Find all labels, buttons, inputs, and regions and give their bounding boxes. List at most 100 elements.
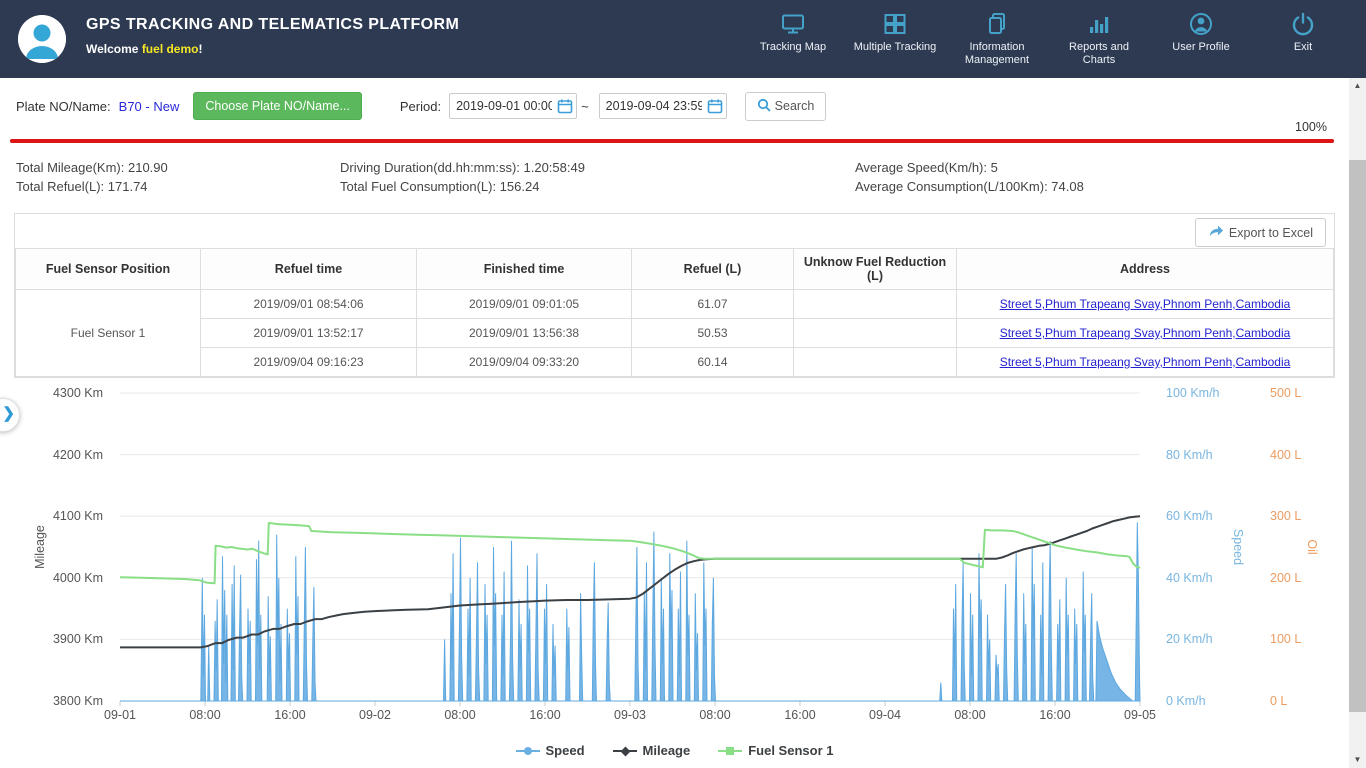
calendar-icon[interactable] (707, 98, 723, 114)
axis-tick-label: 08:00 (954, 708, 986, 722)
address-cell: Street 5,Phum Trapeang Svay,Phnom Penh,C… (956, 318, 1334, 348)
axis-tick-label: 300 L (1270, 509, 1302, 524)
axis-tick-label: 09-03 (614, 708, 646, 722)
speed-legend-marker (515, 744, 540, 758)
export-to-excel-button[interactable]: Export to Excel (1194, 218, 1326, 247)
address-link[interactable]: Street 5,Phum Trapeang Svay,Phnom Penh,C… (999, 326, 1291, 340)
finished-time-cell: 2019/09/04 09:33:20 (416, 347, 632, 377)
address-link[interactable]: Street 5,Phum Trapeang Svay,Phnom Penh,C… (999, 297, 1291, 311)
col-address: Address (956, 248, 1334, 290)
legend-item-fuel-sensor[interactable]: Fuel Sensor 1 (718, 743, 833, 758)
period-label: Period: (399, 98, 442, 114)
welcome-username: fuel demo (141, 42, 199, 56)
refuel-liters-cell: 50.53 (631, 318, 794, 348)
speed-series (120, 522, 1141, 702)
period-end-input[interactable] (598, 93, 727, 119)
fuel-sensor-1-series (119, 522, 1141, 585)
axis-tick-label: 16:00 (529, 708, 561, 722)
axis-tick-label: 3800 Km (52, 694, 103, 708)
progress-bar (10, 139, 1334, 143)
choose-plate-button[interactable]: Choose Plate NO/Name... (193, 92, 362, 120)
total-refuel: Total Refuel(L): 171.74 (16, 179, 148, 194)
power-icon (1290, 10, 1316, 38)
finished-time-cell: 2019/09/01 13:56:38 (416, 318, 632, 348)
windows-icon (882, 10, 908, 38)
plate-label: Plate NO/Name: (16, 98, 111, 114)
axis-tick-label: 500 L (1270, 386, 1302, 400)
axis-tick-label: 100 L (1270, 632, 1302, 647)
legend-item-speed[interactable]: Speed (515, 743, 585, 758)
main-content: Plate NO/Name: B70 - New Choose Plate NO… (0, 78, 1349, 768)
refuel-liters-cell: 61.07 (631, 289, 794, 319)
summary-col-3: Average Speed(Km/h): 5 Average Consumpti… (855, 158, 1084, 196)
axis-tick-label: 09-05 (1124, 708, 1156, 722)
axis-tick-label: 40 Km/h (1166, 570, 1213, 585)
axis-tick-label: 4000 Km (52, 570, 103, 585)
oil-axis-title: Oil (1305, 539, 1319, 555)
nav-item-exit[interactable]: Exit (1252, 6, 1354, 72)
monitor-icon (780, 10, 806, 38)
search-button[interactable]: Search (744, 91, 827, 121)
mileage-series (120, 515, 1141, 649)
table-row: 2019/09/04 09:16:23 2019/09/04 09:33:20 … (16, 347, 1334, 377)
finished-time-cell: 2019/09/01 09:01:05 (416, 289, 632, 319)
axis-tick-label: 4300 Km (52, 386, 103, 400)
scroll-up-arrow[interactable]: ▲ (1353, 81, 1362, 90)
mileage-axis-title: Mileage (33, 525, 47, 569)
calendar-icon[interactable] (557, 98, 573, 114)
refuel-time-cell: 2019/09/04 09:16:23 (200, 347, 417, 377)
summary-col-2: Driving Duration(dd.hh:mm:ss): 1.20:58:4… (340, 158, 585, 196)
nav-item-information-management[interactable]: Information Management (946, 6, 1048, 72)
nav-item-multiple-tracking[interactable]: Multiple Tracking (844, 6, 946, 72)
mileage-legend-marker (612, 744, 637, 758)
page-title: GPS TRACKING AND TELEMATICS PLATFORM (86, 16, 460, 33)
axis-tick-label: 0 L (1270, 694, 1288, 708)
refuel-time-cell: 2019/09/01 13:52:17 (200, 318, 417, 348)
main-nav: Tracking Map Multiple Tracking Informati… (742, 6, 1354, 72)
nav-item-reports-charts[interactable]: Reports and Charts (1048, 6, 1150, 72)
address-cell: Street 5,Phum Trapeang Svay,Phnom Penh,C… (956, 347, 1334, 377)
axis-tick-label: 3900 Km (52, 632, 103, 647)
axis-tick-label: 80 Km/h (1166, 447, 1213, 462)
documents-icon (984, 10, 1010, 38)
legend-item-mileage[interactable]: Mileage (612, 743, 690, 758)
axis-tick-label: 09-01 (104, 708, 136, 722)
axis-tick-label: 0 Km/h (1166, 694, 1206, 708)
average-consumption: Average Consumption(L/100Km): 74.08 (855, 179, 1084, 194)
driving-duration: Driving Duration(dd.hh:mm:ss): 1.20:58:4… (340, 160, 585, 175)
col-refuel-time: Refuel time (200, 248, 417, 290)
fuel-sensor-name: Fuel Sensor 1 (15, 289, 201, 377)
unknown-reduction-cell (793, 289, 957, 319)
axis-tick-label: 08:00 (699, 708, 731, 722)
refuel-liters-cell: 60.14 (631, 347, 794, 377)
scroll-down-arrow[interactable]: ▼ (1353, 755, 1362, 764)
col-unknown-fuel-reduction: Unknow Fuel Reduction (L) (793, 248, 957, 290)
speed-axis-title: Speed (1231, 528, 1245, 566)
nav-item-user-profile[interactable]: User Profile (1150, 6, 1252, 72)
chart-plot (119, 392, 1141, 706)
refuel-time-cell: 2019/09/01 08:54:06 (200, 289, 417, 319)
search-icon (757, 98, 771, 115)
refuel-table: Fuel Sensor Position Refuel time Finishe… (15, 248, 1334, 377)
refuel-table-panel: Export to Excel Fuel Sensor Position Ref… (14, 213, 1335, 378)
scrollbar-thumb[interactable] (1349, 160, 1366, 712)
summary-col-1: Total Mileage(Km): 210.90 Total Refuel(L… (16, 158, 168, 196)
address-cell: Street 5,Phum Trapeang Svay,Phnom Penh,C… (956, 289, 1334, 319)
axis-tick-label: 4200 Km (52, 447, 103, 462)
period-start-input[interactable] (449, 93, 578, 119)
axis-tick-label: 16:00 (784, 708, 816, 722)
axis-tick-label: 20 Km/h (1166, 632, 1213, 647)
col-finished-time: Finished time (416, 248, 632, 290)
axis-tick-label: 60 Km/h (1166, 509, 1213, 524)
period-separator: ~ (581, 98, 589, 114)
nav-item-tracking-map[interactable]: Tracking Map (742, 6, 844, 72)
plate-value: B70 - New (118, 98, 180, 114)
app-header: GPS TRACKING AND TELEMATICS PLATFORM Wel… (0, 0, 1366, 78)
axis-tick-label: 200 L (1270, 570, 1302, 585)
address-link[interactable]: Street 5,Phum Trapeang Svay,Phnom Penh,C… (999, 355, 1291, 369)
welcome-message: Welcome fuel demo! (86, 42, 203, 56)
unknown-reduction-cell (793, 318, 957, 348)
axis-tick-label: 09-04 (869, 708, 901, 722)
filter-bar: Plate NO/Name: B70 - New Choose Plate NO… (16, 91, 827, 121)
average-speed: Average Speed(Km/h): 5 (855, 160, 998, 175)
